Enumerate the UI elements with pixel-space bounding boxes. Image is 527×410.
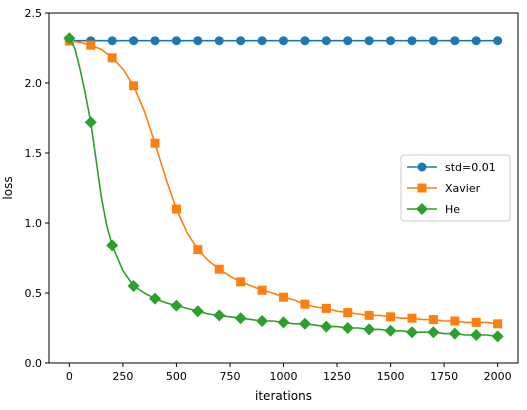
x-axis: 0 250 500 750 1000 1250 1500 1750 2000 [66,363,512,383]
data-point [170,299,183,312]
data-point [257,285,267,295]
legend: std=0.01 Xavier He [400,154,511,222]
data-point [191,305,204,318]
data-point [320,320,333,333]
y-tick-label: 2.5 [25,7,43,20]
y-tick-label: 0.5 [25,287,43,300]
data-point [321,36,331,46]
series-std=0.01 [64,36,503,46]
x-axis-label: iterations [255,389,312,403]
legend-marker [417,183,427,193]
data-point [298,317,311,330]
data-point [86,40,96,50]
legend-marker [417,162,427,172]
data-point [193,36,203,46]
data-point [386,312,396,322]
data-point [279,36,288,46]
data-point [214,264,224,274]
data-point [129,36,139,46]
data-point [107,53,117,63]
data-point [107,36,117,46]
data-point [213,309,226,322]
data-point [150,138,160,148]
data-point [448,327,461,340]
data-point [256,315,269,327]
y-tick-label: 0.0 [25,357,43,370]
x-tick-label: 1750 [430,370,458,383]
data-point [450,36,460,46]
data-point [300,299,310,309]
data-point [149,292,162,305]
data-point [407,36,417,46]
data-point [428,315,438,325]
data-point [193,245,203,255]
data-point [341,322,354,334]
data-point [171,204,181,214]
data-point [427,326,440,339]
data-point [277,316,290,329]
y-axis-label: loss [1,176,15,199]
legend-box [400,154,511,222]
data-point [171,36,181,46]
legend-marker [416,203,428,215]
data-point [63,32,76,45]
data-point [236,277,246,287]
data-point [236,36,246,46]
data-point [386,36,396,46]
data-point [234,312,247,325]
data-point [279,292,288,302]
data-point [428,36,438,46]
y-tick-label: 1.5 [25,147,43,160]
series-Xavier [64,36,503,329]
x-tick-label: 750 [219,370,240,383]
data-point [127,280,140,292]
data-point [343,308,353,318]
data-point [84,116,97,129]
legend-entry: Xavier [407,182,481,195]
data-point [214,36,224,46]
data-point [493,319,503,329]
data-point [150,36,160,46]
data-point [321,303,331,313]
data-point [384,324,397,337]
data-point [129,81,139,91]
y-tick-label: 1.0 [25,217,43,230]
legend-entry: std=0.01 [407,161,496,174]
data-point [493,36,503,46]
legend-label: std=0.01 [445,161,496,174]
data-point [407,313,417,323]
x-tick-label: 250 [112,370,133,383]
series-layer [63,32,504,343]
x-tick-label: 2000 [484,370,512,383]
data-point [257,36,267,46]
x-tick-label: 1000 [270,370,298,383]
data-point [471,317,481,327]
series-He [63,32,504,343]
data-point [364,310,374,320]
data-point [471,36,481,46]
data-point [300,36,310,46]
data-point [405,326,418,339]
legend-entry: He [407,203,460,216]
x-tick-label: 1250 [323,370,351,383]
y-tick-label: 2.0 [25,77,43,90]
y-axis: 0.0 0.5 1.0 1.5 2.0 2.5 [25,7,49,370]
data-point [470,329,483,341]
data-point [491,330,504,343]
data-point [106,239,119,252]
data-point [364,36,374,46]
x-tick-label: 0 [66,370,73,383]
x-tick-label: 500 [166,370,187,383]
data-point [343,36,353,46]
data-point [363,323,376,336]
x-tick-label: 1500 [377,370,405,383]
legend-label: Xavier [445,182,481,195]
legend-label: He [445,203,460,216]
data-point [450,316,460,326]
